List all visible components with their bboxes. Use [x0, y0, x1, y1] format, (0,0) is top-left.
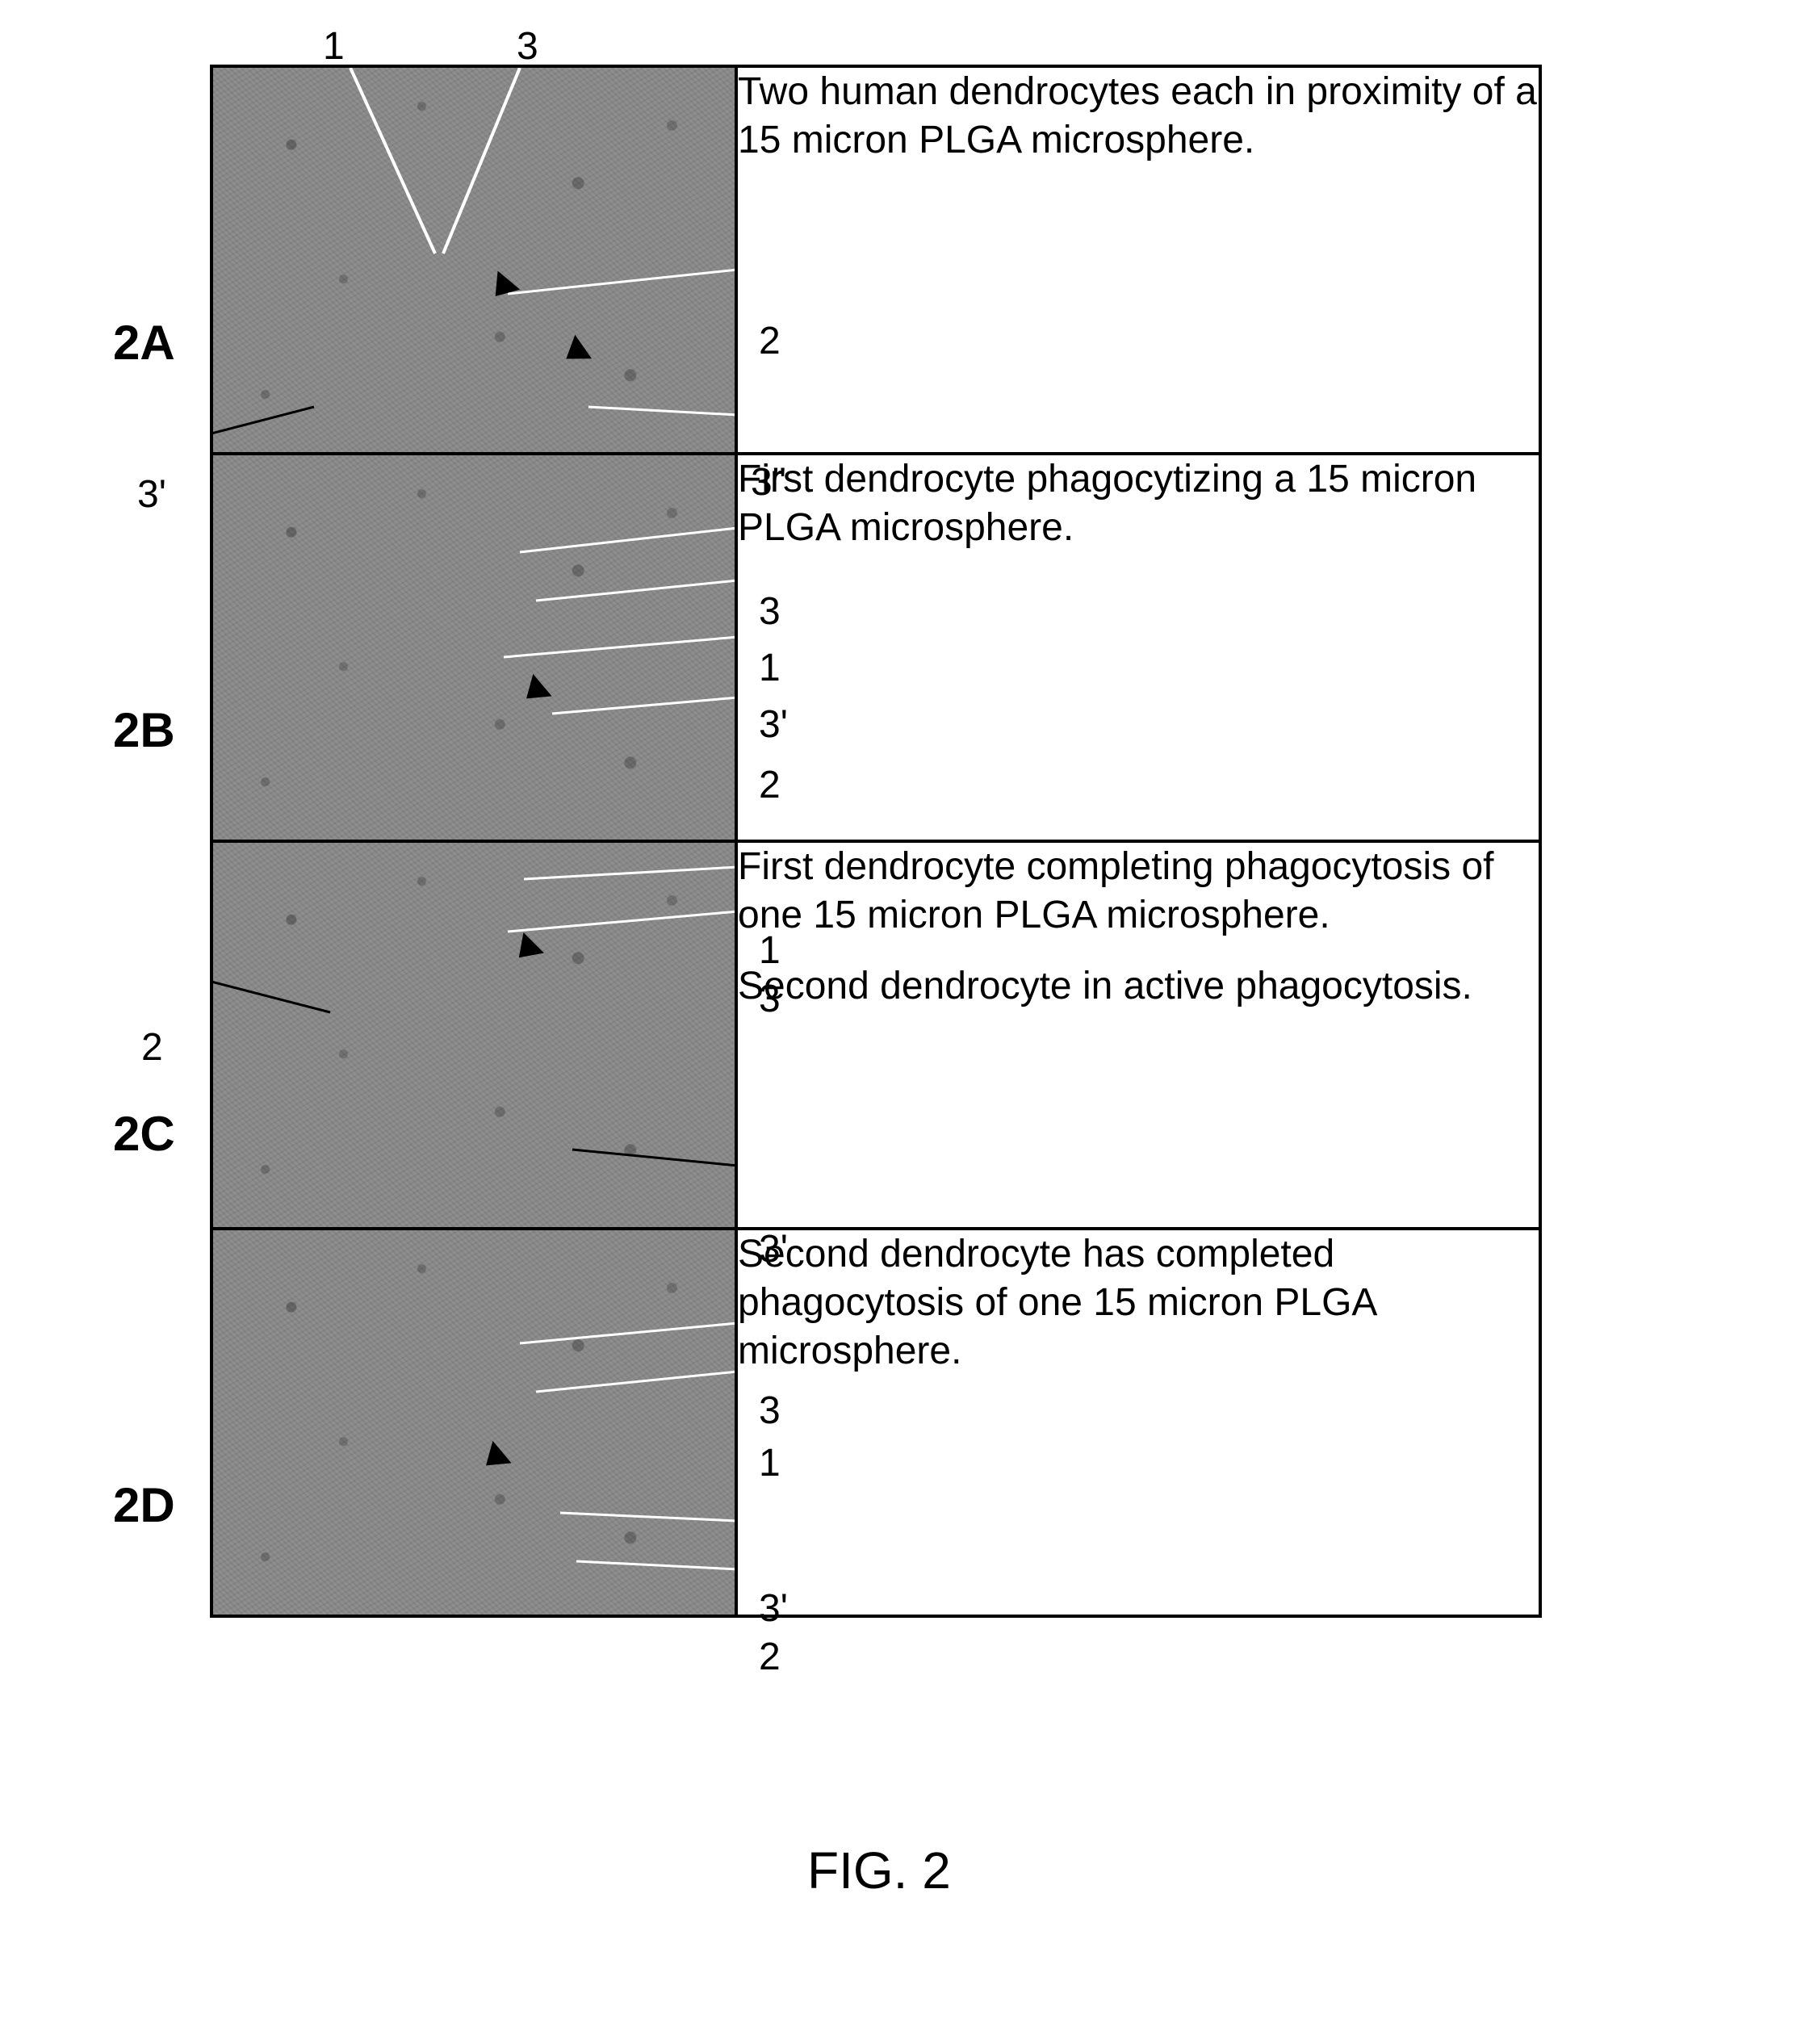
- description-2b: First dendrocyte phagocytizing a 15 micr…: [736, 454, 1540, 841]
- row-label-2a: 2A: [113, 315, 175, 371]
- top-callout-1: 1: [323, 24, 345, 69]
- callout-2b-2: 2: [759, 763, 781, 807]
- description-2a: Two human dendrocytes each in proximity …: [736, 66, 1540, 454]
- micrograph-bg: [213, 68, 735, 452]
- callout-2d-1: 1: [759, 1441, 781, 1485]
- desc-text-2: Second dendrocyte in active phagocytosis…: [738, 962, 1539, 1011]
- description-2c: First dendrocyte completing phagocytosis…: [736, 841, 1540, 1229]
- micrograph-2c: [211, 841, 736, 1229]
- micrograph-bg: [213, 455, 735, 840]
- figure-table-wrap: Two human dendrocytes each in proximity …: [210, 65, 1542, 1618]
- micrograph-2d: [211, 1229, 736, 1616]
- row-label-2c: 2C: [113, 1106, 175, 1162]
- callout-2a-3pp: 3": [751, 460, 786, 505]
- desc-text: Two human dendrocytes each in proximity …: [738, 68, 1539, 165]
- callout-2a-2: 2: [759, 319, 781, 363]
- callout-2d-3p: 3': [759, 1586, 788, 1631]
- page: 2A 2B 2C 2D 1 3: [0, 0, 1805, 2044]
- callout-2b-3p: 3': [759, 702, 788, 747]
- desc-text: First dendrocyte completing phagocytosis…: [738, 843, 1539, 940]
- table-row: Two human dendrocytes each in proximity …: [211, 66, 1540, 454]
- desc-text: Second dendrocyte has completed phagocyt…: [738, 1230, 1539, 1376]
- micrograph-bg: [213, 1230, 735, 1615]
- table-row: First dendrocyte phagocytizing a 15 micr…: [211, 454, 1540, 841]
- row-label-2b: 2B: [113, 702, 175, 758]
- micrograph-bg: [213, 843, 735, 1227]
- figure-caption: FIG. 2: [807, 1841, 951, 1900]
- callout-2b-3: 3: [759, 589, 781, 634]
- micrograph-2b: [211, 454, 736, 841]
- desc-text: First dendrocyte phagocytizing a 15 micr…: [738, 455, 1539, 552]
- table-row: First dendrocyte completing phagocytosis…: [211, 841, 1540, 1229]
- callout-2c-2: 2: [141, 1025, 163, 1070]
- callout-2c-3: 3: [759, 977, 781, 1021]
- callout-2c-1: 1: [759, 928, 781, 973]
- description-2d: Second dendrocyte has completed phagocyt…: [736, 1229, 1540, 1616]
- callout-2a-3p: 3': [137, 472, 166, 517]
- row-label-2d: 2D: [113, 1477, 175, 1533]
- table-row: Second dendrocyte has completed phagocyt…: [211, 1229, 1540, 1616]
- top-callout-3: 3: [517, 24, 538, 69]
- micrograph-2a: [211, 66, 736, 454]
- callout-2b-1: 1: [759, 646, 781, 690]
- figure-table: Two human dendrocytes each in proximity …: [210, 65, 1542, 1618]
- callout-2d-2: 2: [759, 1635, 781, 1679]
- callout-2d-3: 3: [759, 1388, 781, 1433]
- callout-2c-3p: 3': [759, 1227, 788, 1271]
